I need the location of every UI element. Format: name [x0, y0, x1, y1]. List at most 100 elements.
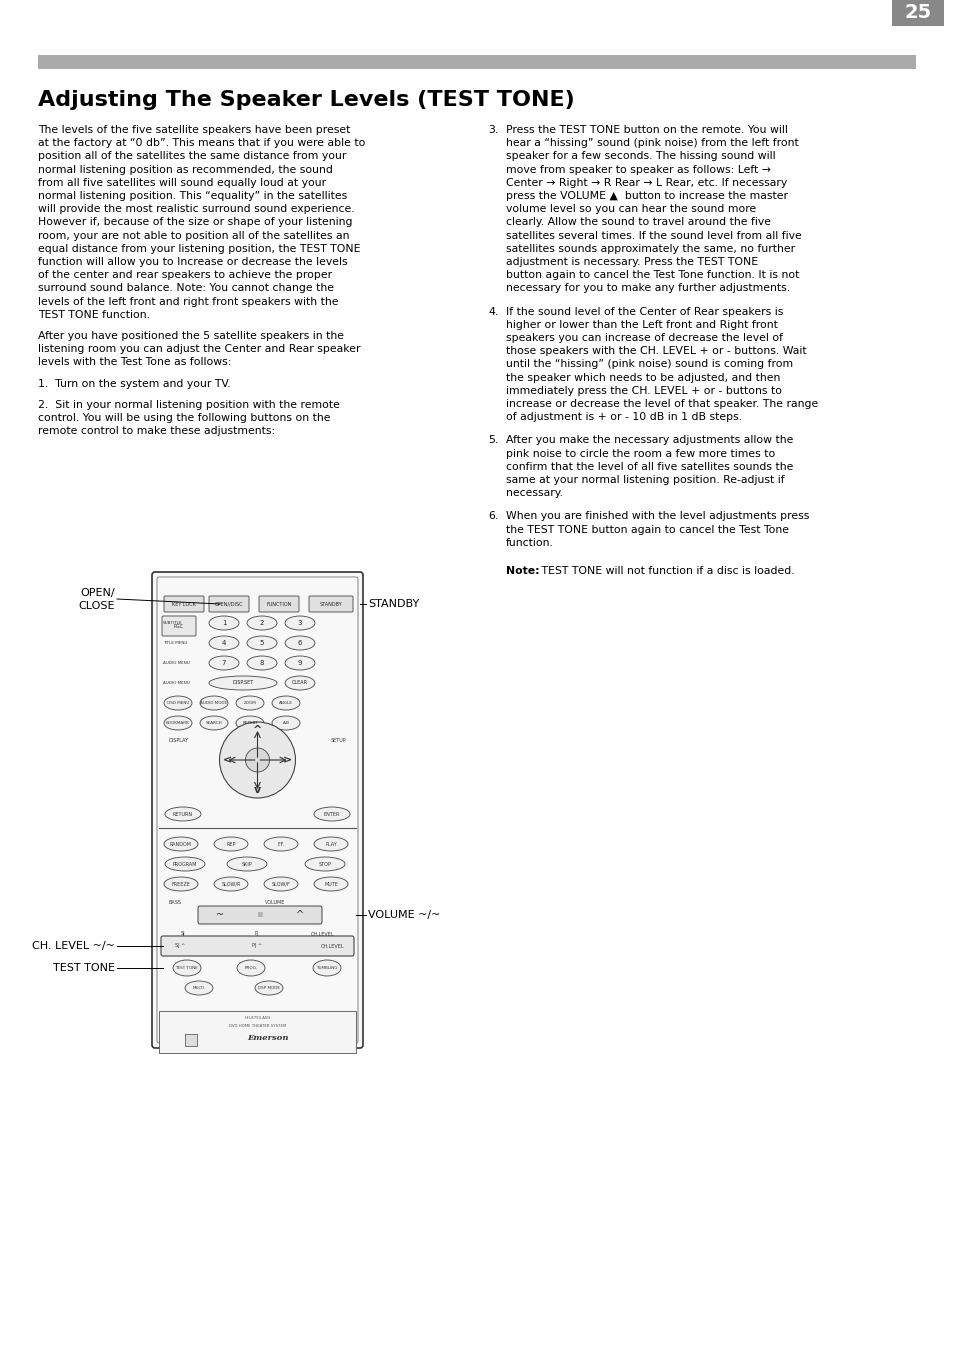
Text: When you are finished with the level adjustments press: When you are finished with the level adj…	[505, 512, 808, 521]
Text: necessary.: necessary.	[505, 488, 562, 499]
Text: SETUP: SETUP	[330, 739, 346, 743]
Text: HH-8750-ASH: HH-8750-ASH	[244, 1016, 271, 1020]
Text: BASS: BASS	[169, 900, 181, 905]
Text: 8: 8	[259, 661, 264, 666]
Circle shape	[245, 748, 269, 771]
Text: 1: 1	[221, 620, 226, 626]
Ellipse shape	[313, 961, 340, 975]
Text: 25: 25	[903, 4, 931, 23]
Text: PGC: PGC	[173, 624, 184, 628]
Ellipse shape	[314, 838, 348, 851]
Text: same at your normal listening position. Re-adjust if: same at your normal listening position. …	[505, 476, 783, 485]
Text: position all of the satellites the same distance from your: position all of the satellites the same …	[38, 151, 346, 161]
Text: the TEST TONE button again to cancel the Test Tone: the TEST TONE button again to cancel the…	[505, 524, 788, 535]
Text: PJ ^: PJ ^	[252, 943, 262, 948]
Ellipse shape	[235, 696, 264, 711]
Text: The levels of the five satellite speakers have been preset: The levels of the five satellite speaker…	[38, 126, 350, 135]
Ellipse shape	[165, 807, 201, 821]
Text: at the factory at “0 db”. This means that if you were able to: at the factory at “0 db”. This means tha…	[38, 138, 365, 149]
Text: TITLE MENU: TITLE MENU	[163, 640, 187, 644]
Text: press the VOLUME ▲  button to increase the master: press the VOLUME ▲ button to increase th…	[505, 190, 787, 201]
Text: levels of the left front and right front speakers with the: levels of the left front and right front…	[38, 297, 338, 307]
FancyBboxPatch shape	[198, 907, 322, 924]
Bar	[38, 55, 915, 69]
Text: If the sound level of the Center of Rear speakers is: If the sound level of the Center of Rear…	[505, 307, 782, 316]
Text: from all five satellites will sound equally loud at your: from all five satellites will sound equa…	[38, 178, 326, 188]
Ellipse shape	[247, 616, 276, 630]
Text: room, your are not able to position all of the satellites an: room, your are not able to position all …	[38, 231, 349, 240]
Text: Press the TEST TONE button on the remote. You will: Press the TEST TONE button on the remote…	[505, 126, 787, 135]
Text: button again to cancel the Test Tone function. It is not: button again to cancel the Test Tone fun…	[505, 270, 799, 280]
Text: SLOW/F: SLOW/F	[272, 881, 290, 886]
Text: 2.  Sit in your normal listening position with the remote: 2. Sit in your normal listening position…	[38, 400, 339, 409]
Text: clearly. Allow the sound to travel around the five: clearly. Allow the sound to travel aroun…	[505, 218, 770, 227]
Text: TEST TONE will not function if a disc is loaded.: TEST TONE will not function if a disc is…	[537, 566, 794, 576]
Ellipse shape	[213, 838, 248, 851]
Text: 3: 3	[297, 620, 302, 626]
Text: REP: REP	[226, 842, 235, 847]
Text: v: v	[253, 785, 261, 794]
Text: ^: ^	[253, 725, 262, 735]
Text: adjustment is necessary. Press the TEST TONE: adjustment is necessary. Press the TEST …	[505, 257, 758, 267]
Bar	[159, 1011, 355, 1052]
Text: OSD MENU: OSD MENU	[167, 701, 189, 705]
Text: TUMBLING: TUMBLING	[315, 966, 337, 970]
Text: RANDOM: RANDOM	[170, 842, 192, 847]
Text: ENTER: ENTER	[323, 812, 340, 816]
Ellipse shape	[227, 857, 267, 871]
Ellipse shape	[172, 961, 201, 975]
Text: ZOOM: ZOOM	[243, 701, 256, 705]
Text: 3.: 3.	[488, 126, 497, 135]
FancyBboxPatch shape	[309, 596, 353, 612]
Text: PROGRAM: PROGRAM	[172, 862, 197, 866]
Text: remote control to make these adjustments:: remote control to make these adjustments…	[38, 426, 274, 436]
Ellipse shape	[164, 877, 198, 892]
FancyBboxPatch shape	[152, 571, 363, 1048]
Text: Emerson: Emerson	[247, 1034, 288, 1042]
Text: DSP MODE: DSP MODE	[257, 986, 280, 990]
Text: of adjustment is + or - 10 dB in 1 dB steps.: of adjustment is + or - 10 dB in 1 dB st…	[505, 412, 741, 423]
Ellipse shape	[285, 676, 314, 690]
Text: PLAY: PLAY	[325, 842, 336, 847]
Text: necessary for you to make any further adjustments.: necessary for you to make any further ad…	[505, 284, 789, 293]
Text: CH.LEVEL: CH.LEVEL	[311, 931, 335, 936]
Text: MULTI: MULTI	[193, 986, 205, 990]
Text: TEST TONE function.: TEST TONE function.	[38, 309, 150, 320]
Ellipse shape	[264, 877, 297, 892]
FancyBboxPatch shape	[258, 596, 298, 612]
Text: higher or lower than the Left front and Right front: higher or lower than the Left front and …	[505, 320, 777, 330]
Text: satellites sounds approximately the same, no further: satellites sounds approximately the same…	[505, 243, 794, 254]
Ellipse shape	[185, 981, 213, 994]
Ellipse shape	[235, 716, 264, 730]
Text: 4: 4	[222, 640, 226, 646]
Text: DVD HOME THEATER SYSTEM: DVD HOME THEATER SYSTEM	[229, 1024, 286, 1028]
Text: levels with the Test Tone as follows:: levels with the Test Tone as follows:	[38, 358, 232, 367]
Text: RETURN: RETURN	[172, 812, 193, 816]
Text: SLOW/R: SLOW/R	[221, 881, 240, 886]
Bar	[185, 1034, 196, 1046]
Ellipse shape	[164, 838, 198, 851]
Ellipse shape	[285, 657, 314, 670]
Text: VOLUME: VOLUME	[265, 900, 285, 905]
Text: F.F.: F.F.	[277, 842, 284, 847]
Ellipse shape	[272, 716, 299, 730]
Text: AUDIO MODE: AUDIO MODE	[200, 701, 228, 705]
Text: After you have positioned the 5 satellite speakers in the: After you have positioned the 5 satellit…	[38, 331, 344, 340]
Text: those speakers with the CH. LEVEL + or - buttons. Wait: those speakers with the CH. LEVEL + or -…	[505, 346, 806, 357]
Ellipse shape	[164, 716, 192, 730]
Text: listening room you can adjust the Center and Rear speaker: listening room you can adjust the Center…	[38, 345, 360, 354]
Text: function will allow you to Increase or decrease the levels: function will allow you to Increase or d…	[38, 257, 347, 267]
Text: VOLUME ~/~: VOLUME ~/~	[368, 911, 440, 920]
Text: CH. LEVEL ~/~: CH. LEVEL ~/~	[32, 942, 115, 951]
Circle shape	[219, 721, 295, 798]
Text: SJ ^: SJ ^	[174, 943, 185, 948]
Text: confirm that the level of all five satellites sounds the: confirm that the level of all five satel…	[505, 462, 793, 471]
Text: PJ: PJ	[254, 931, 259, 936]
Ellipse shape	[209, 616, 239, 630]
Ellipse shape	[254, 981, 283, 994]
Text: pink noise to circle the room a few more times to: pink noise to circle the room a few more…	[505, 449, 775, 458]
Text: CLOSE: CLOSE	[78, 601, 115, 611]
Text: of the center and rear speakers to achieve the proper: of the center and rear speakers to achie…	[38, 270, 332, 280]
Text: 5.: 5.	[488, 435, 497, 446]
Text: until the “hissing” (pink noise) sound is coming from: until the “hissing” (pink noise) sound i…	[505, 359, 792, 369]
